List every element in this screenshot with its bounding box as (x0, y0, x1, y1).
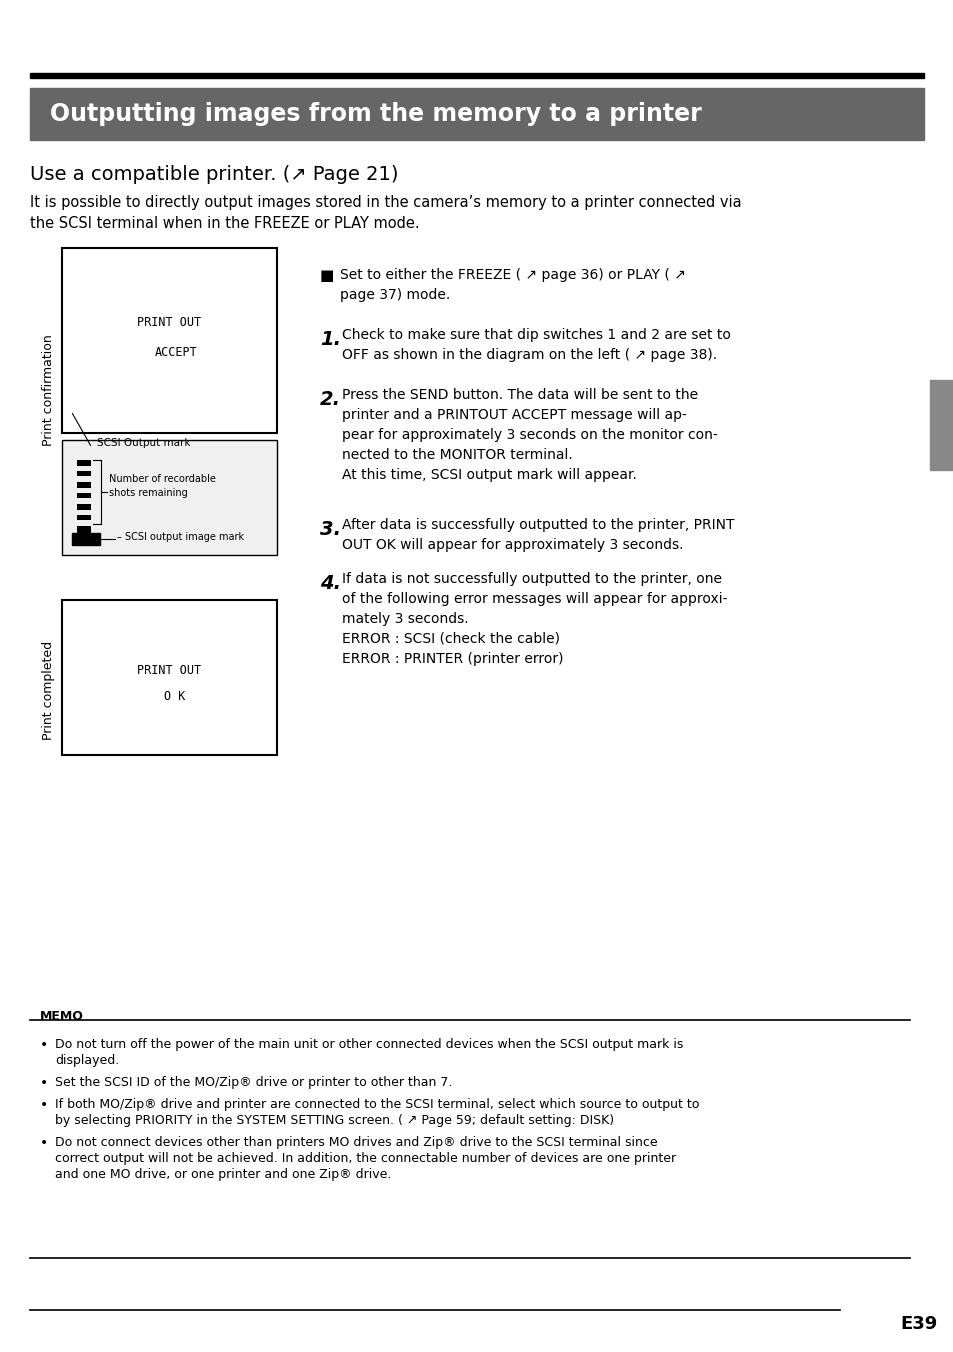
Bar (30, 88, 923, 141)
Text: ACCEPT: ACCEPT (155, 346, 197, 360)
Text: O K: O K (164, 691, 185, 703)
Bar (929, 380, 953, 470)
Text: Check to make sure that dip switches 1 and 2 are set to: Check to make sure that dip switches 1 a… (341, 329, 730, 342)
Text: Do not turn off the power of the main unit or other connected devices when the S: Do not turn off the power of the main un… (55, 1038, 682, 1051)
Text: If both MO/Zip® drive and printer are connected to the SCSI terminal, select whi: If both MO/Zip® drive and printer are co… (55, 1098, 699, 1111)
Text: pear for approximately 3 seconds on the monitor con-: pear for approximately 3 seconds on the … (341, 429, 717, 442)
Text: OFF as shown in the diagram on the left ( ↗ page 38).: OFF as shown in the diagram on the left … (341, 347, 717, 362)
Text: It is possible to directly output images stored in the camera’s memory to a prin: It is possible to directly output images… (30, 195, 740, 231)
Bar (67, 387, 75, 399)
Text: Outputting images from the memory to a printer: Outputting images from the memory to a p… (50, 101, 701, 126)
Text: 1.: 1. (319, 330, 340, 349)
Text: SCSI Output mark: SCSI Output mark (97, 438, 191, 448)
Text: mately 3 seconds.: mately 3 seconds. (341, 612, 468, 626)
Bar (77, 504, 91, 521)
Text: After data is successfully outputted to the printer, PRINT: After data is successfully outputted to … (341, 518, 734, 531)
Text: printer and a PRINTOUT ACCEPT message will ap-: printer and a PRINTOUT ACCEPT message wi… (341, 408, 686, 422)
Text: – SCSI output image mark: – SCSI output image mark (117, 531, 244, 542)
Text: 3.: 3. (319, 521, 340, 539)
Bar (77, 460, 91, 476)
Text: •: • (40, 1038, 49, 1052)
Text: and one MO drive, or one printer and one Zip® drive.: and one MO drive, or one printer and one… (55, 1168, 391, 1182)
Text: Press the SEND button. The data will be sent to the: Press the SEND button. The data will be … (341, 388, 698, 402)
Text: •: • (40, 1098, 49, 1111)
Bar (77, 466, 91, 470)
Text: nected to the MONITOR terminal.: nected to the MONITOR terminal. (341, 448, 572, 462)
Bar (71, 533, 100, 545)
Text: 4.: 4. (319, 575, 340, 594)
Text: Do not connect devices other than printers MO drives and Zip® drive to the SCSI : Do not connect devices other than printe… (55, 1136, 657, 1149)
Text: •: • (40, 1076, 49, 1090)
Bar (77, 483, 91, 498)
Text: E39: E39 (899, 1315, 936, 1333)
Text: ■: ■ (319, 268, 334, 283)
Text: by selecting PRIORITY in the SYSTEM SETTING screen. ( ↗ Page 59; default setting: by selecting PRIORITY in the SYSTEM SETT… (55, 1114, 614, 1128)
Text: PRINT OUT: PRINT OUT (137, 664, 201, 676)
Bar (62, 439, 276, 556)
Text: Use a compatible printer. (↗ Page 21): Use a compatible printer. (↗ Page 21) (30, 165, 398, 184)
Text: Print completed: Print completed (42, 641, 55, 740)
Bar (77, 488, 91, 493)
Text: Number of recordable
shots remaining: Number of recordable shots remaining (109, 475, 215, 498)
Bar (62, 247, 276, 433)
Text: PRINT OUT: PRINT OUT (137, 316, 201, 330)
Text: •: • (40, 1136, 49, 1151)
Text: OUT OK will appear for approximately 3 seconds.: OUT OK will appear for approximately 3 s… (341, 538, 682, 552)
Text: displayed.: displayed. (55, 1055, 119, 1067)
Text: If data is not successfully outputted to the printer, one: If data is not successfully outputted to… (341, 572, 721, 585)
Text: MEMO: MEMO (40, 1010, 84, 1023)
Text: 2.: 2. (319, 389, 340, 410)
Text: correct output will not be achieved. In addition, the connectable number of devi: correct output will not be achieved. In … (55, 1152, 676, 1165)
Bar (77, 526, 91, 542)
Bar (77, 510, 91, 515)
Text: At this time, SCSI output mark will appear.: At this time, SCSI output mark will appe… (341, 468, 637, 483)
Bar (62, 600, 276, 754)
Text: page 37) mode.: page 37) mode. (339, 288, 450, 301)
Text: of the following error messages will appear for approxi-: of the following error messages will app… (341, 592, 727, 606)
Text: Set to either the FREEZE ( ↗ page 36) or PLAY ( ↗: Set to either the FREEZE ( ↗ page 36) or… (339, 268, 685, 283)
Text: ERROR : PRINTER (printer error): ERROR : PRINTER (printer error) (341, 652, 563, 667)
Text: Print confirmation: Print confirmation (42, 334, 55, 446)
Text: ERROR : SCSI (check the cable): ERROR : SCSI (check the cable) (341, 631, 559, 646)
Text: Set the SCSI ID of the MO/Zip® drive or printer to other than 7.: Set the SCSI ID of the MO/Zip® drive or … (55, 1076, 452, 1088)
Bar (30, 73, 923, 78)
